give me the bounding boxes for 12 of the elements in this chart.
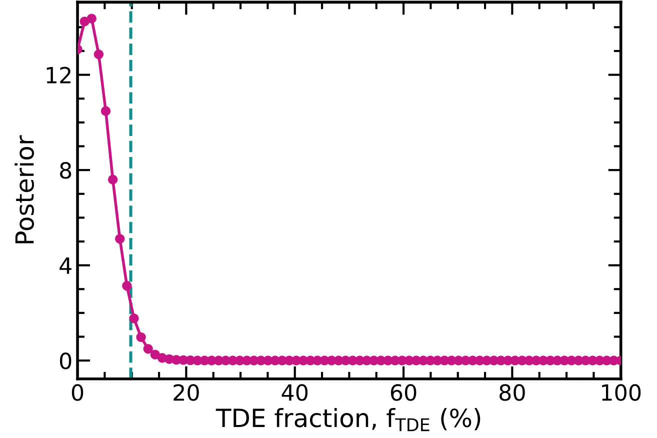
y-axis-title: Posterior [14, 135, 34, 244]
x-tick-label: 0 [72, 384, 84, 401]
y-tick-label: 0 [60, 352, 72, 370]
x-tick-label: 20 [174, 384, 199, 401]
x-tick-label: 60 [390, 384, 416, 401]
y-tick-label: 12 [46, 66, 70, 84]
x-tick-label: 80 [500, 384, 525, 401]
x-tick-label: 100 [602, 384, 641, 401]
x-axis-title: TDE fraction, f$_{TDE}$ (%) [216, 408, 480, 432]
y-tick-label: 4 [60, 258, 72, 274]
y-tick-label: 8 [60, 162, 72, 179]
x-tick-label: 40 [282, 384, 308, 401]
